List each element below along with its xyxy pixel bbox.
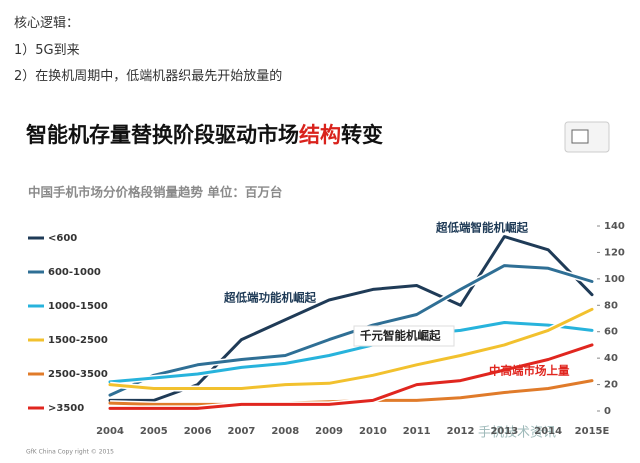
x-tick-label: 2012 (447, 426, 475, 437)
legend-label: <600 (48, 233, 77, 244)
x-tick-label: 2005 (140, 426, 168, 437)
x-tick-label: 2011 (403, 426, 431, 437)
legend-label: >3500 (48, 403, 84, 414)
y-tick-label: 120 (604, 247, 625, 258)
intro-line: 1）5G到来 (14, 43, 80, 58)
legend-label: 600-1000 (48, 267, 101, 278)
series-line (108, 307, 594, 390)
y-tick-label: 20 (604, 380, 618, 391)
series-line (108, 321, 594, 384)
title-part: 智能机存量替换阶段驱动市场 (26, 123, 299, 147)
annotation: 超低端智能机崛起 (435, 221, 528, 235)
annotation-box (353, 325, 455, 347)
y-tick-label: 140 (604, 221, 625, 232)
source: GfK China Copy right © 2015 (26, 449, 114, 456)
title-highlight: 结构 (299, 123, 341, 147)
series-line (108, 343, 594, 410)
x-tick-label: 2013 (490, 426, 518, 437)
x-tick-label: 2009 (315, 426, 343, 437)
x-tick-label: 2010 (359, 426, 387, 437)
x-tick-label: 2006 (184, 426, 212, 437)
y-tick-label: 100 (604, 274, 625, 285)
legend-label: 1000-1500 (48, 301, 108, 312)
annotation: 千元智能机崛起 (360, 329, 441, 343)
legend-label: 2500-3500 (48, 369, 108, 380)
intro-line: 2）在换机周期中，低端机器织最先开始放量的 (14, 69, 283, 84)
icon-glyph (571, 129, 589, 144)
annotation: 中高端市场上量 (489, 364, 570, 378)
x-tick-label: 2008 (271, 426, 299, 437)
chart-subtitle: 中国手机市场分价格段销量趋势 单位：百万台 (28, 185, 282, 200)
series-line (108, 264, 594, 397)
y-tick-label: 60 (604, 327, 618, 338)
x-tick-label: 2015E (575, 426, 610, 437)
annotation: 超低端功能机崛起 (223, 291, 316, 305)
y-tick-label: 40 (604, 353, 618, 364)
watermark: 手机技术资讯 (478, 426, 556, 441)
title-part: 转变 (341, 123, 383, 147)
legend-label: 1500-2500 (48, 335, 108, 346)
intro-line: 核心逻辑： (14, 16, 80, 31)
y-tick-label: 0 (604, 406, 611, 417)
x-tick-label: 2007 (228, 426, 256, 437)
chart-title: 智能机存量替换阶段驱动市场结构转变 (26, 123, 383, 147)
x-tick-label: 2014 (534, 426, 562, 437)
x-tick-label: 2004 (96, 426, 124, 437)
y-tick-label: 80 (604, 300, 618, 311)
